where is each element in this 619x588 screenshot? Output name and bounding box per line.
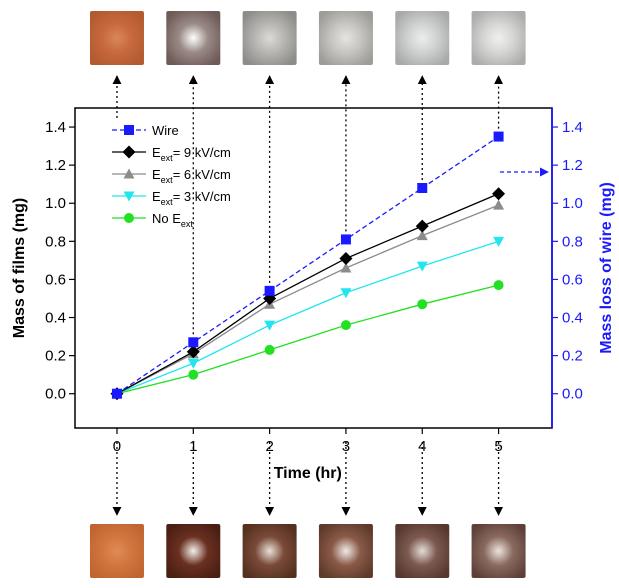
legend-label-suffix: = 9 kV/cm bbox=[173, 145, 231, 160]
legend-marker bbox=[122, 145, 136, 159]
axis-ticks: 0 1 2 3 4 5 0.0 0.2 0.4 0.6 0.8 1.0 1.2 1.4 0.0 0.2 0.4 0… bbox=[45, 108, 583, 455]
legend-label-subscript: ext bbox=[181, 219, 194, 229]
y-tick-label-left: 1.0 bbox=[45, 195, 66, 212]
data-point bbox=[415, 219, 429, 233]
y-tick-label-right: 0.2 bbox=[562, 348, 583, 365]
y-tick-label-left: 0.6 bbox=[45, 271, 66, 288]
series-line bbox=[116, 204, 499, 395]
legend-label: Wire bbox=[152, 123, 179, 138]
x-axis-label: Time (hr) bbox=[274, 465, 342, 482]
data-point bbox=[493, 280, 504, 291]
sample-photo-top bbox=[89, 11, 144, 65]
y-tick-label-left: 0.8 bbox=[45, 233, 66, 250]
data-point bbox=[417, 299, 428, 310]
sample-photo-bottom bbox=[471, 524, 526, 578]
legend-label-main: E bbox=[152, 167, 161, 182]
y-tick-label-right: 1.4 bbox=[562, 119, 583, 136]
data-point bbox=[188, 337, 199, 348]
series-line bbox=[116, 240, 499, 395]
legend-label: No Eext bbox=[152, 211, 193, 229]
x-tick-label: 1 bbox=[189, 438, 197, 455]
y-tick-label-left: 0.2 bbox=[45, 348, 66, 365]
x-tick-label: 5 bbox=[494, 438, 502, 455]
legend-label-main: E bbox=[152, 189, 161, 204]
data-point bbox=[340, 320, 351, 331]
data-point bbox=[264, 285, 275, 296]
y-tick-label-right: 0.8 bbox=[562, 233, 583, 250]
data-point bbox=[493, 199, 505, 210]
legend-label: Eext= 9 kV/cm bbox=[152, 145, 231, 163]
x-tick-label: 4 bbox=[418, 438, 426, 455]
data-point bbox=[339, 251, 353, 265]
y-tick-label-left: 0.4 bbox=[45, 310, 66, 327]
data-point bbox=[416, 261, 428, 272]
y-tick-label-left: 0.0 bbox=[45, 386, 66, 403]
x-tick-label: 2 bbox=[265, 438, 273, 455]
x-tick-label: 3 bbox=[342, 438, 350, 455]
series-line bbox=[116, 193, 499, 395]
legend-marker bbox=[123, 168, 135, 179]
series-line bbox=[116, 284, 499, 395]
legend-marker bbox=[123, 191, 135, 202]
legend-marker bbox=[124, 125, 134, 135]
legend-label-subscript: ext bbox=[161, 197, 174, 207]
legend-label-suffix: = 6 kV/cm bbox=[173, 167, 231, 182]
legend-label: Eext= 3 kV/cm bbox=[152, 189, 231, 207]
data-point bbox=[187, 358, 199, 369]
legend-label-main: Wire bbox=[152, 123, 179, 138]
sample-photo-top bbox=[395, 11, 450, 65]
y-tick-label-right: 1.2 bbox=[562, 157, 583, 174]
plot-frame bbox=[74, 107, 553, 429]
legend-label-main: E bbox=[152, 145, 161, 160]
legend-label-main: No E bbox=[152, 211, 181, 226]
sample-photo-bottom bbox=[242, 524, 297, 578]
data-series bbox=[110, 131, 506, 401]
y-tick-label-left: 1.2 bbox=[45, 157, 66, 174]
data-point bbox=[111, 388, 122, 399]
y-tick-label-right: 0.4 bbox=[562, 310, 583, 327]
y-tick-label-left: 1.4 bbox=[45, 119, 66, 136]
guide-arrows bbox=[112, 75, 549, 516]
data-point bbox=[186, 345, 200, 359]
legend-label: Eext= 6 kV/cm bbox=[152, 167, 231, 185]
legend-marker bbox=[124, 213, 134, 223]
y-tick-label-right: 1.0 bbox=[562, 195, 583, 212]
sample-photo-bottom bbox=[318, 524, 373, 578]
data-point bbox=[264, 344, 275, 355]
x-tick-label: 0 bbox=[113, 438, 121, 455]
data-point bbox=[417, 183, 428, 193]
legend-label-suffix: = 3 kV/cm bbox=[173, 189, 231, 204]
sample-photo-top bbox=[318, 11, 373, 65]
sample-photo-top bbox=[242, 11, 297, 65]
y-tick-label-right: 0.0 bbox=[562, 386, 583, 403]
y-tick-label-right: 0.6 bbox=[562, 271, 583, 288]
legend-label-subscript: ext bbox=[161, 153, 174, 163]
data-point bbox=[493, 131, 504, 142]
legend-label-subscript: ext bbox=[161, 175, 174, 185]
series-line bbox=[116, 136, 499, 395]
data-point bbox=[340, 234, 351, 245]
sample-photo-bottom bbox=[89, 524, 144, 578]
data-point bbox=[340, 262, 352, 273]
data-point bbox=[493, 236, 505, 247]
sample-photo-bottom bbox=[166, 524, 221, 578]
y-axis-label-left: Mass of films (mg) bbox=[11, 198, 28, 338]
sample-photo-top bbox=[471, 11, 526, 65]
data-point bbox=[340, 288, 352, 299]
sample-photo-top bbox=[166, 11, 221, 65]
data-point bbox=[264, 320, 276, 331]
sample-photos bbox=[89, 11, 526, 578]
data-point bbox=[492, 187, 506, 201]
sample-photo-bottom bbox=[395, 524, 450, 578]
data-point bbox=[188, 369, 199, 380]
y-axis-label-right: Mass loss of wire (mg) bbox=[598, 182, 615, 354]
data-point bbox=[416, 230, 428, 241]
